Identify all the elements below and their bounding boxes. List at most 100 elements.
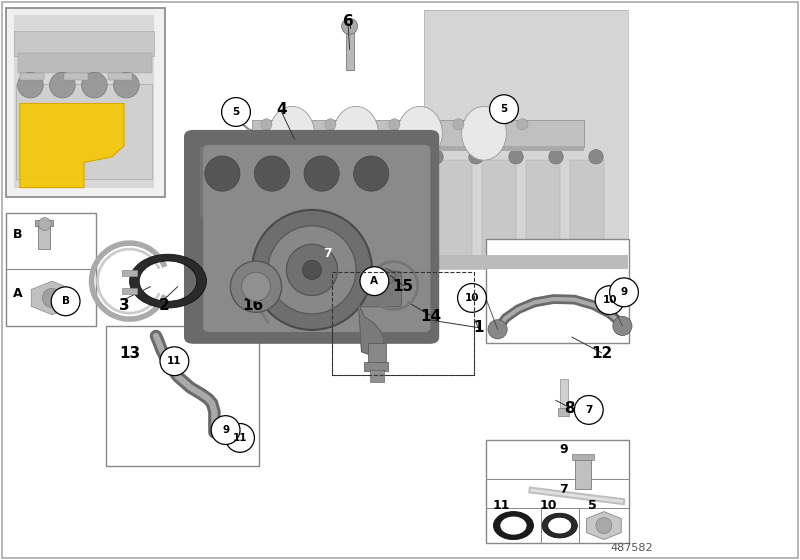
Text: 5: 5: [232, 107, 240, 117]
Bar: [526, 160, 560, 258]
Ellipse shape: [261, 119, 272, 130]
Text: 15: 15: [393, 279, 414, 294]
Bar: [482, 160, 516, 258]
FancyBboxPatch shape: [346, 271, 402, 307]
Ellipse shape: [613, 316, 632, 335]
Bar: [424, 255, 628, 269]
Text: 9: 9: [559, 444, 567, 456]
Text: 6: 6: [342, 14, 354, 29]
Ellipse shape: [211, 416, 240, 445]
Ellipse shape: [252, 210, 372, 330]
Ellipse shape: [160, 347, 189, 376]
Bar: [332, 272, 474, 375]
Ellipse shape: [429, 150, 443, 164]
Ellipse shape: [254, 156, 290, 191]
Bar: [438, 160, 472, 258]
Ellipse shape: [230, 261, 282, 312]
Ellipse shape: [82, 72, 107, 98]
Text: 9: 9: [621, 287, 627, 297]
Wedge shape: [130, 254, 206, 308]
Polygon shape: [358, 304, 384, 356]
Bar: [252, 146, 584, 151]
Text: 11: 11: [493, 500, 510, 512]
Bar: [572, 454, 594, 460]
Bar: [424, 10, 628, 269]
Bar: [20, 73, 44, 80]
Text: 13: 13: [119, 347, 140, 361]
FancyBboxPatch shape: [203, 145, 430, 332]
Ellipse shape: [469, 150, 483, 164]
Polygon shape: [362, 269, 396, 287]
Ellipse shape: [325, 119, 336, 130]
Ellipse shape: [18, 72, 43, 98]
Text: 12: 12: [591, 347, 612, 361]
Ellipse shape: [509, 150, 523, 164]
Bar: [424, 10, 628, 269]
Text: B: B: [13, 227, 22, 241]
Ellipse shape: [50, 72, 75, 98]
Wedge shape: [494, 512, 534, 540]
Ellipse shape: [205, 156, 240, 191]
Bar: [122, 270, 137, 276]
Ellipse shape: [490, 95, 518, 124]
Text: 11: 11: [233, 433, 247, 443]
Bar: [14, 15, 154, 188]
Ellipse shape: [242, 272, 270, 301]
Text: A: A: [370, 276, 378, 286]
Text: 7: 7: [324, 246, 332, 260]
Bar: [38, 222, 50, 249]
Bar: [486, 239, 629, 343]
Bar: [122, 288, 137, 294]
Ellipse shape: [334, 106, 378, 160]
Ellipse shape: [458, 283, 486, 312]
Text: 5: 5: [500, 104, 508, 114]
Bar: [368, 343, 386, 365]
Bar: [106, 326, 259, 466]
Wedge shape: [542, 514, 578, 538]
Ellipse shape: [398, 106, 442, 160]
Ellipse shape: [222, 97, 250, 127]
Ellipse shape: [360, 267, 389, 296]
FancyBboxPatch shape: [184, 130, 439, 344]
Ellipse shape: [389, 119, 400, 130]
Text: 10: 10: [540, 500, 558, 512]
Text: 487582: 487582: [610, 543, 654, 553]
Ellipse shape: [595, 286, 624, 315]
Text: 4: 4: [276, 102, 287, 116]
Bar: [64, 73, 88, 80]
Ellipse shape: [302, 260, 322, 279]
Bar: [370, 370, 384, 382]
Ellipse shape: [51, 287, 80, 316]
Text: 9: 9: [222, 425, 229, 435]
Ellipse shape: [453, 119, 464, 130]
Bar: [14, 31, 154, 56]
Ellipse shape: [549, 150, 563, 164]
Text: B: B: [62, 296, 70, 306]
Ellipse shape: [226, 423, 254, 452]
Text: 8: 8: [564, 402, 575, 416]
Ellipse shape: [342, 18, 358, 34]
Bar: [6, 213, 96, 326]
Bar: [16, 84, 152, 179]
Ellipse shape: [114, 72, 139, 98]
Text: 1: 1: [473, 320, 484, 335]
Bar: [18, 53, 152, 73]
Bar: [558, 408, 569, 416]
Ellipse shape: [488, 320, 507, 339]
Text: 5: 5: [588, 500, 597, 512]
Bar: [364, 362, 388, 371]
Text: 7: 7: [559, 483, 568, 496]
Text: 3: 3: [118, 298, 130, 312]
Ellipse shape: [574, 395, 603, 424]
Ellipse shape: [38, 218, 51, 230]
Bar: [570, 160, 604, 258]
Bar: [346, 28, 354, 70]
Ellipse shape: [354, 156, 389, 191]
Bar: [575, 459, 591, 489]
Ellipse shape: [596, 517, 612, 534]
Ellipse shape: [610, 278, 638, 307]
Text: 2: 2: [158, 298, 170, 312]
Ellipse shape: [286, 244, 338, 296]
Text: 7: 7: [585, 405, 593, 415]
Text: 10: 10: [602, 295, 617, 305]
